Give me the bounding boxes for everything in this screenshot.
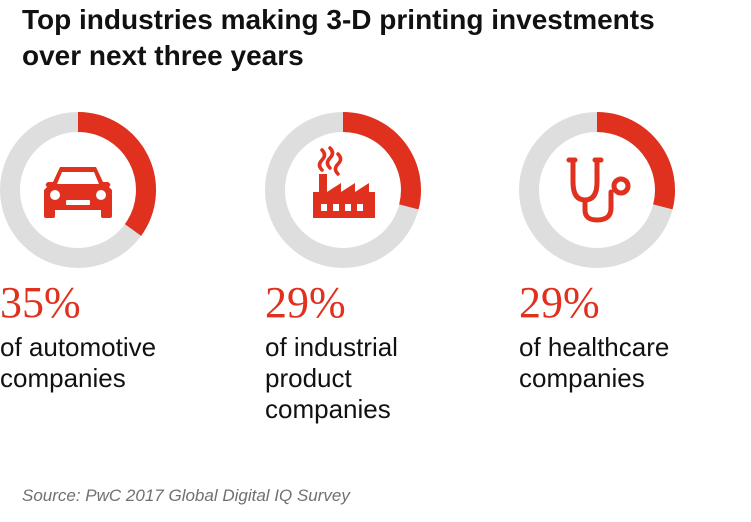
- description-line: companies: [265, 394, 391, 424]
- donut-value-arc: [596, 112, 675, 210]
- description-line: companies: [519, 363, 645, 393]
- donut-value-arc: [77, 112, 156, 236]
- stat-healthcare: 29% of healthcare companies: [519, 112, 729, 452]
- description-line: product: [265, 363, 352, 393]
- stat-automotive: 35% of automotive companies: [0, 112, 210, 452]
- value-label: 29%: [265, 278, 346, 327]
- donut-chart-industrial-product: [265, 112, 421, 268]
- car-icon: [44, 167, 112, 218]
- chart-title-line-1: Top industries making 3-D printing inves…: [22, 4, 655, 35]
- description-line: of healthcare: [519, 332, 670, 362]
- chart-title-line-2: over next three years: [22, 40, 304, 71]
- stethoscope-icon: [566, 157, 631, 223]
- stat-industrial-product: 29% of industrial product companies: [265, 112, 475, 452]
- description: of automotive companies: [0, 332, 200, 394]
- donut-chart-automotive: [0, 112, 156, 268]
- source-note: Source: PwC 2017 Global Digital IQ Surve…: [22, 486, 350, 505]
- chart-title: Top industries making 3-D printing inves…: [22, 2, 747, 74]
- value-label: 29%: [519, 278, 600, 327]
- value-label: 35%: [0, 278, 81, 327]
- description-line: of industrial: [265, 332, 398, 362]
- donut-value-arc: [342, 112, 421, 210]
- donut-chart-healthcare: [519, 112, 675, 268]
- description: of industrial product companies: [265, 332, 465, 425]
- description-line: of automotive: [0, 332, 157, 362]
- description: of healthcare companies: [519, 332, 719, 394]
- description-line: companies: [0, 363, 126, 393]
- factory-icon: [313, 146, 375, 218]
